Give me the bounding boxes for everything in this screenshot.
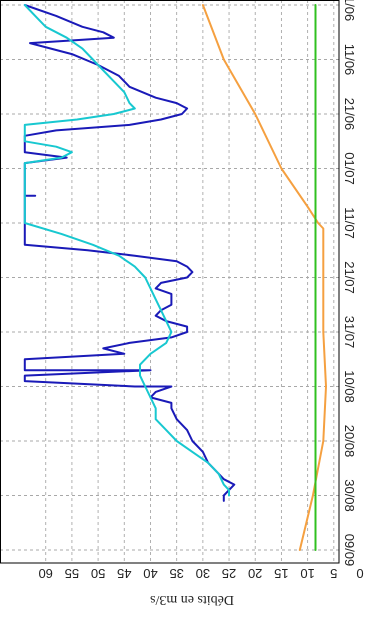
x-tick-label: 21/06 (342, 98, 357, 131)
y-tick-label: 15 (274, 566, 288, 581)
x-tick-label: 20/08 (342, 425, 357, 458)
series-layer (23, 4, 327, 551)
y-tick-label: 10 (300, 566, 314, 581)
x-tick-labels: 01/06 11/06 21/06 01/07 11/07 21/07 31/07 10/08… (342, 0, 357, 566)
x-tick-label: 21/07 (342, 261, 357, 294)
y-tick-label: 55 (65, 566, 79, 581)
y-axis-label: Débits en m3/s (150, 592, 234, 607)
x-tick-label: 01/06 (342, 0, 357, 21)
y-tick-label: 20 (248, 566, 262, 581)
y-tick-label: 30 (196, 566, 210, 581)
y-tick-label: 40 (143, 566, 157, 581)
y-tick-label: 35 (169, 566, 183, 581)
y-tick-label: 45 (117, 566, 131, 581)
x-tick-label: 01/07 (342, 152, 357, 185)
grid-layer (0, 0, 339, 563)
y-tick-label: 60 (38, 566, 52, 581)
x-tick-label: 31/07 (342, 316, 357, 349)
plot-frame (0, 0, 340, 564)
x-tick-label: 11/07 (342, 207, 357, 239)
x-tick-label: 11/06 (342, 44, 357, 76)
y-tick-label: 50 (91, 566, 105, 581)
series-line-2 (23, 4, 230, 497)
x-tick-label: 30/08 (342, 479, 357, 512)
y-tick-label: 25 (222, 566, 236, 581)
y-tick-label: 0 (356, 566, 363, 581)
y-tick-labels: 0 5 10 15 20 25 30 35 40 45 50 55 60 (38, 566, 363, 581)
series-line-1 (23, 4, 236, 502)
x-tick-label: 09/09 (342, 534, 357, 567)
series-line-3 (201, 4, 327, 551)
y-tick-label: 5 (330, 566, 337, 581)
x-tick-label: 10/08 (342, 370, 357, 403)
